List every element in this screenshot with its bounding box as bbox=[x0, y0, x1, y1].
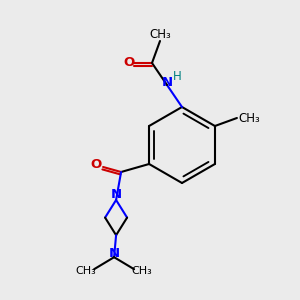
Text: N: N bbox=[161, 76, 172, 89]
Text: CH₃: CH₃ bbox=[132, 266, 152, 276]
Text: CH₃: CH₃ bbox=[149, 28, 171, 40]
Text: O: O bbox=[123, 56, 135, 70]
Text: O: O bbox=[91, 158, 102, 170]
Text: H: H bbox=[172, 70, 182, 83]
Text: CH₃: CH₃ bbox=[238, 112, 260, 124]
Text: N: N bbox=[110, 188, 122, 202]
Text: N: N bbox=[109, 247, 120, 260]
Text: CH₃: CH₃ bbox=[76, 266, 97, 276]
